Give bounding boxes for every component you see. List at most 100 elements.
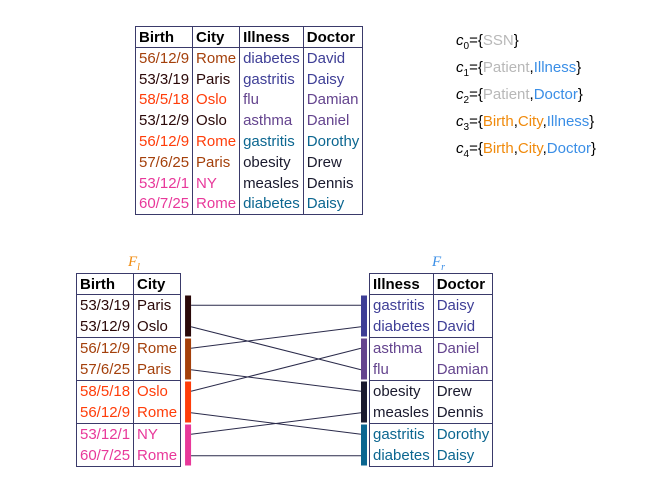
left-fragment-label-main: F (128, 254, 138, 270)
table-row: 60/7/25 Rome (77, 445, 181, 467)
constraint-attribute: Birth (482, 140, 514, 157)
cell-birth: 58/5/18 (76, 380, 134, 402)
cell-city: NY (133, 423, 181, 445)
cell-birth: 53/12/1 (139, 174, 190, 192)
constraint-letter: c (456, 59, 464, 76)
cell-city: Rome (133, 402, 181, 424)
link-line (190, 412, 362, 435)
cell-doctor: Daisy (302, 68, 363, 90)
cell-birth: 53/12/1 (76, 423, 134, 445)
constraint-attribute: Doctor (533, 86, 578, 103)
constraint-attribute: Patient (482, 86, 530, 103)
left-fragment-header-row: Birth City (76, 273, 181, 295)
constraint-index: 2 (463, 95, 470, 106)
left-group-bar (185, 381, 192, 423)
cell-doctor: Daniel (302, 110, 363, 132)
cell-illness: gastritis (239, 68, 304, 90)
cell-illness: flu (373, 361, 389, 378)
table-row: 53/3/19 Paris (77, 294, 181, 316)
legend-line: c4={Birth,City,Doctor} (456, 140, 596, 160)
table-row: 53/3/19 Paris gastritis Daisy (136, 68, 363, 90)
constraint-legend: c0={SSN} c1={Patient,Illness} c2={Patient,… (456, 30, 596, 165)
left-header-city: City (133, 273, 181, 295)
cell-illness: diabetes (239, 47, 304, 69)
cell-doctor: Dorothy (302, 131, 363, 152)
table-row: 60/7/25 Rome diabetes Daisy (136, 193, 363, 215)
cell-illness: diabetes (373, 447, 430, 464)
table-row: 58/5/18 Oslo (76, 380, 181, 402)
header-city: City (192, 26, 240, 48)
constraint-name: c0 (456, 32, 470, 52)
table-row: obesity Drew (369, 380, 493, 402)
cell-birth: 60/7/25 (80, 447, 131, 464)
legend-line: c2={Patient,Doctor} (456, 86, 583, 106)
table-row: 57/6/25 Paris (77, 359, 181, 381)
table-row: diabetes David (370, 316, 493, 338)
legend-line: c3={Birth,City,Illness} (456, 113, 595, 133)
cell-doctor: Daisy (302, 193, 363, 215)
constraint-attribute: Doctor (546, 140, 591, 157)
cell-city: Rome (192, 131, 240, 152)
constraint-name: c4 (456, 140, 470, 160)
table-row: 53/12/1 NY measles Dennis (136, 172, 363, 194)
cell-birth: 56/12/9 (76, 337, 134, 359)
constraint-name: c2 (456, 86, 470, 106)
right-fragment-label: Fr (432, 254, 445, 273)
cell-illness: asthma (239, 110, 304, 132)
cell-birth: 56/12/9 (139, 133, 190, 151)
table-row: 58/5/18 Oslo flu Damian (136, 89, 363, 111)
cell-city: Rome (192, 47, 240, 69)
right-group-bar (361, 424, 367, 466)
right-group-bar (361, 295, 367, 337)
cell-birth: 53/12/9 (139, 112, 190, 130)
table-row: asthma Daniel (369, 337, 493, 359)
constraint-index: 0 (463, 41, 470, 52)
cell-illness: gastritis (373, 297, 425, 314)
cell-doctor: Dennis (302, 172, 363, 194)
cell-illness: asthma (369, 337, 434, 359)
constraint-attribute: Illness (546, 113, 590, 130)
header-illness: Illness (239, 26, 304, 48)
constraint-letter: c (456, 86, 464, 103)
constraint-letter: c (456, 32, 464, 49)
cell-city: Oslo (192, 110, 240, 132)
constraint-attribute: SSN (482, 32, 514, 49)
cell-illness: flu (239, 89, 304, 111)
table-row: gastritis Dorothy (369, 423, 493, 445)
cell-doctor: Daisy (432, 294, 493, 316)
constraint-attribute: City (517, 140, 543, 157)
constraint-name: c3 (456, 113, 469, 133)
cell-illness: diabetes (239, 193, 304, 215)
cell-illness: gastritis (369, 423, 434, 445)
table-row: 53/12/9 Oslo (77, 316, 181, 338)
constraint-attribute: Birth (482, 113, 514, 130)
left-group-bar (185, 424, 192, 466)
cell-birth: 57/6/25 (139, 153, 190, 171)
link-line (190, 326, 362, 349)
table-row: flu Damian (370, 359, 493, 381)
header-birth: Birth (135, 26, 193, 48)
constraint-index: 4 (463, 149, 470, 160)
left-header-birth: Birth (76, 273, 134, 295)
cell-city: Oslo (133, 380, 181, 402)
cell-doctor: David (302, 47, 363, 69)
table-row: 53/12/1 NY (76, 423, 181, 445)
table-row: gastritis Daisy (370, 294, 493, 316)
table-row: 53/12/9 Oslo asthma Daniel (136, 110, 363, 132)
table-row: 57/6/25 Paris obesity Drew (136, 151, 363, 173)
right-header-illness: Illness (369, 273, 434, 295)
cell-doctor: Damian (302, 89, 363, 111)
cell-city: Rome (133, 445, 181, 467)
cell-birth: 53/3/19 (139, 70, 190, 88)
cell-city: Rome (192, 193, 240, 215)
constraint-attribute: Illness (533, 59, 577, 76)
cell-birth: 60/7/25 (139, 195, 190, 213)
right-fragment-table: Illness Doctor gastritis Daisy diabetes Dav… (369, 273, 494, 467)
right-header-doctor: Doctor (432, 273, 493, 295)
cell-city: Paris (192, 151, 240, 173)
cell-doctor: Drew (302, 151, 363, 173)
cell-doctor: Daniel (432, 337, 493, 359)
right-fragment-header-row: Illness Doctor (369, 273, 493, 295)
cell-city: NY (192, 172, 240, 194)
constraint-name: c1 (456, 59, 469, 79)
